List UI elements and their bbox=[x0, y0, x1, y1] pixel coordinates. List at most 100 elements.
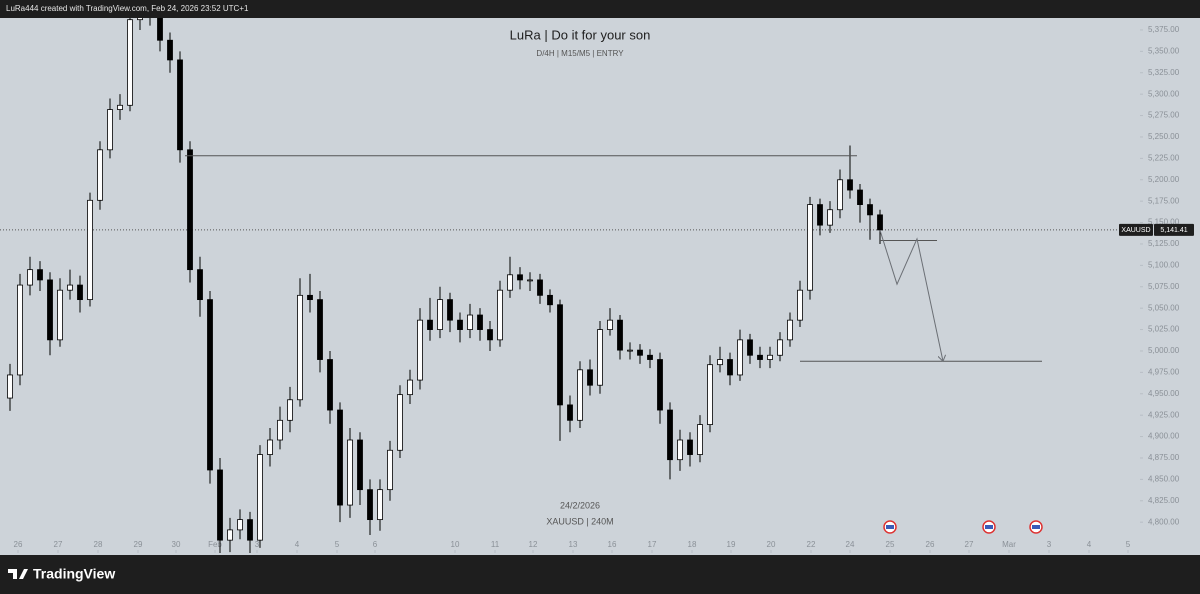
candle-body bbox=[597, 329, 603, 386]
candle-body bbox=[867, 204, 873, 216]
candle-body bbox=[767, 354, 773, 360]
candle-body bbox=[27, 269, 33, 286]
candle-body bbox=[77, 284, 83, 301]
candle-body bbox=[787, 319, 793, 341]
x-tick-label: 25 bbox=[886, 540, 895, 549]
candle-body bbox=[707, 364, 713, 425]
x-tick-label: 30 bbox=[172, 540, 181, 549]
brand-name: TradingView bbox=[33, 566, 115, 582]
candle-body bbox=[557, 304, 563, 406]
y-tick-label: 4,825.00 bbox=[1148, 496, 1180, 505]
x-tick-label: Feb bbox=[208, 540, 222, 549]
candle-body bbox=[827, 209, 833, 226]
candle-body bbox=[877, 214, 883, 231]
candle-body bbox=[137, 18, 143, 21]
y-tick-label: 5,025.00 bbox=[1148, 325, 1180, 334]
candle-body bbox=[397, 394, 403, 451]
candle-body bbox=[287, 399, 293, 421]
y-tick-label: 5,200.00 bbox=[1148, 175, 1180, 184]
candle-body bbox=[547, 294, 553, 306]
candle-body bbox=[687, 439, 693, 455]
y-tick-label: 5,275.00 bbox=[1148, 111, 1180, 120]
candle-body bbox=[327, 359, 333, 411]
candle-body bbox=[347, 439, 353, 506]
candle-body bbox=[187, 149, 193, 271]
y-tick-label: 5,075.00 bbox=[1148, 282, 1180, 291]
candle-body bbox=[247, 519, 253, 541]
footer-bar bbox=[0, 555, 1200, 594]
candle-body bbox=[377, 489, 383, 521]
candle-body bbox=[407, 379, 413, 396]
y-tick-label: 5,050.00 bbox=[1148, 303, 1180, 312]
candle-body bbox=[657, 359, 663, 411]
plot-area bbox=[0, 18, 1140, 553]
x-tick-label: 5 bbox=[1126, 540, 1131, 549]
candle-body bbox=[87, 199, 93, 301]
x-tick-label: 27 bbox=[965, 540, 974, 549]
candle-body bbox=[577, 369, 583, 421]
x-tick-label: 10 bbox=[451, 540, 460, 549]
x-tick-label: 3 bbox=[1047, 540, 1052, 549]
x-tick-label: 24 bbox=[846, 540, 855, 549]
candle-body bbox=[127, 19, 133, 106]
x-tick-label: 29 bbox=[134, 540, 143, 549]
candle-body bbox=[307, 294, 313, 301]
candle-body bbox=[217, 469, 223, 541]
candle-body bbox=[757, 354, 763, 360]
candle-body bbox=[617, 319, 623, 351]
candle-body bbox=[17, 284, 23, 376]
x-tick-label: 11 bbox=[491, 540, 500, 549]
x-tick-label: 27 bbox=[54, 540, 63, 549]
y-tick-label: 5,350.00 bbox=[1148, 46, 1180, 55]
drawing-line bbox=[879, 230, 943, 361]
candle-body bbox=[97, 149, 103, 201]
candle-body bbox=[357, 439, 363, 491]
candle-body bbox=[857, 189, 863, 205]
x-tick-label: 22 bbox=[807, 540, 816, 549]
candle-body bbox=[637, 349, 643, 356]
candle-body bbox=[417, 319, 423, 381]
symbol-tag bbox=[1119, 223, 1153, 236]
brand-logo bbox=[8, 569, 28, 579]
x-tick-label: 17 bbox=[648, 540, 657, 549]
x-tick-label: 12 bbox=[529, 540, 538, 549]
candle-body bbox=[507, 274, 513, 291]
candle-body bbox=[37, 269, 43, 281]
candle-body bbox=[267, 439, 273, 455]
y-tick-label: 4,975.00 bbox=[1148, 367, 1180, 376]
x-tick-label: Mar bbox=[1002, 540, 1016, 549]
x-tick-label: 20 bbox=[767, 540, 776, 549]
candle-body bbox=[437, 299, 443, 330]
y-tick-label: 5,125.00 bbox=[1148, 239, 1180, 248]
y-tick-label: 4,850.00 bbox=[1148, 474, 1180, 483]
candle-body bbox=[67, 284, 73, 291]
y-tick-label: 5,300.00 bbox=[1148, 89, 1180, 98]
x-tick-label: 28 bbox=[94, 540, 103, 549]
candle-body bbox=[207, 299, 213, 471]
candle-body bbox=[257, 454, 263, 541]
candle-body bbox=[647, 354, 653, 360]
y-tick-label: 5,000.00 bbox=[1148, 346, 1180, 355]
x-tick-label: 6 bbox=[373, 540, 378, 549]
chart-title: LuRa | Do it for your son bbox=[510, 27, 651, 42]
candle-body bbox=[117, 104, 123, 110]
candle-body bbox=[737, 339, 743, 376]
y-tick-label: 5,100.00 bbox=[1148, 260, 1180, 269]
y-tick-label: 4,800.00 bbox=[1148, 517, 1180, 526]
candle-body bbox=[367, 489, 373, 521]
y-tick-label: 5,225.00 bbox=[1148, 153, 1180, 162]
candle-body bbox=[717, 359, 723, 366]
y-tick-label: 5,375.00 bbox=[1148, 25, 1180, 34]
x-tick-label: 18 bbox=[688, 540, 697, 549]
candle-body bbox=[7, 374, 13, 399]
y-tick-label: 5,175.00 bbox=[1148, 196, 1180, 205]
candle-body bbox=[107, 109, 113, 151]
candle-body bbox=[497, 289, 503, 341]
x-tick-label: 26 bbox=[14, 540, 23, 549]
candle-body bbox=[387, 449, 393, 491]
candle-body bbox=[457, 319, 463, 330]
y-tick-label: 4,925.00 bbox=[1148, 410, 1180, 419]
axes: 4,800.00 4,825.00 4,850.00 4,875.00 4,900.00… bbox=[14, 25, 1180, 553]
